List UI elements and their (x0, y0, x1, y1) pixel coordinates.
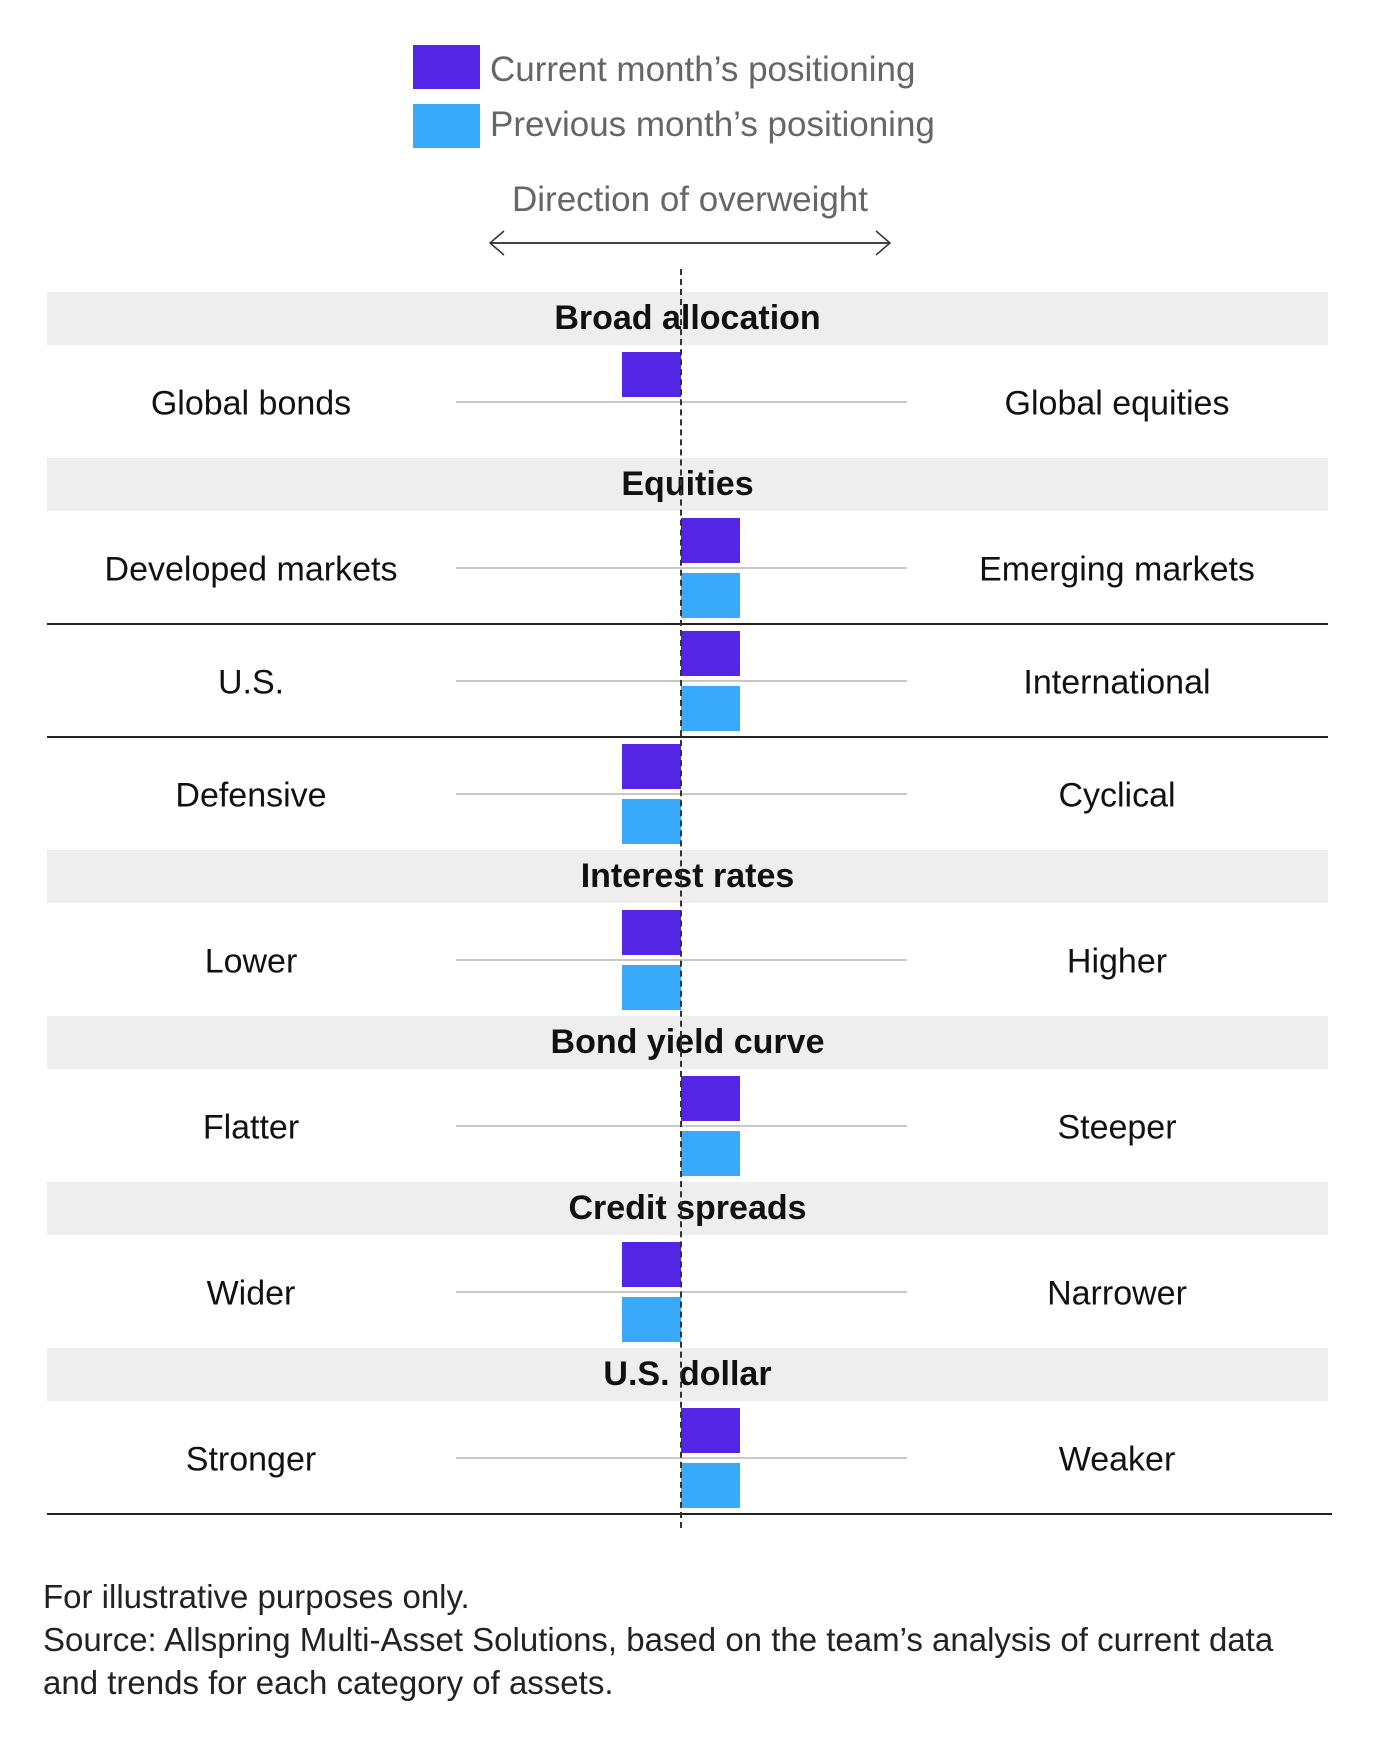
row-label-right: Emerging markets (979, 550, 1255, 588)
section-header: Broad allocation (47, 292, 1328, 345)
bar-previous (681, 1463, 740, 1508)
row-label-left: Flatter (202, 1108, 300, 1146)
row-label-right: International (1023, 663, 1211, 701)
neutral-center-line (680, 269, 682, 1528)
bar-current (622, 744, 681, 789)
row-label-left: Lower (204, 942, 298, 980)
legend-label-previous: Previous month’s positioning (490, 105, 935, 144)
row-label-left: Defensive (175, 776, 327, 814)
double-arrow-icon (488, 230, 892, 256)
bar-current (622, 910, 681, 955)
row-label-left: Developed markets (104, 550, 398, 588)
row-divider (47, 623, 1328, 625)
bar-previous (622, 1297, 681, 1342)
section-header: Credit spreads (47, 1182, 1328, 1235)
legend-label-current: Current month’s positioning (490, 50, 916, 89)
section-header: Interest rates (47, 850, 1328, 903)
row-label-right: Global equities (1004, 384, 1230, 422)
bar-current (681, 631, 740, 676)
section-header: Equities (47, 458, 1328, 511)
bar-current (681, 1408, 740, 1453)
bar-previous (622, 965, 681, 1010)
row-label-right: Higher (1066, 942, 1168, 980)
footer: For illustrative purposes only. Source: … (43, 1575, 1273, 1704)
footer-disclaimer: For illustrative purposes only. (43, 1578, 470, 1615)
bar-current (681, 1076, 740, 1121)
row-label-right: Weaker (1058, 1440, 1176, 1478)
footer-source-1: Source: Allspring Multi-Asset Solutions,… (43, 1621, 1274, 1658)
legend-swatch-current (413, 45, 480, 89)
footer-source-2: and trends for each category of assets. (43, 1664, 614, 1701)
row-label-left: Stronger (185, 1440, 317, 1478)
chart-bottom-line (47, 1513, 1332, 1515)
row-label-right: Cyclical (1058, 776, 1176, 814)
bar-previous (622, 799, 681, 844)
row-label-left: Wider (206, 1274, 296, 1312)
row-label-left: Global bonds (150, 384, 352, 422)
bar-previous (681, 1131, 740, 1176)
section-header: U.S. dollar (47, 1348, 1328, 1401)
bar-current (681, 518, 740, 563)
bar-previous (681, 573, 740, 618)
direction-label: Direction of overweight (512, 180, 868, 219)
legend-swatch-previous (413, 104, 480, 148)
section-header: Bond yield curve (47, 1016, 1328, 1069)
row-divider (47, 736, 1328, 738)
bar-previous (681, 686, 740, 731)
bar-current (622, 352, 681, 397)
row-label-left: U.S. (217, 663, 285, 701)
row-label-right: Steeper (1057, 1108, 1177, 1146)
row-label-right: Narrower (1047, 1274, 1187, 1312)
bar-current (622, 1242, 681, 1287)
